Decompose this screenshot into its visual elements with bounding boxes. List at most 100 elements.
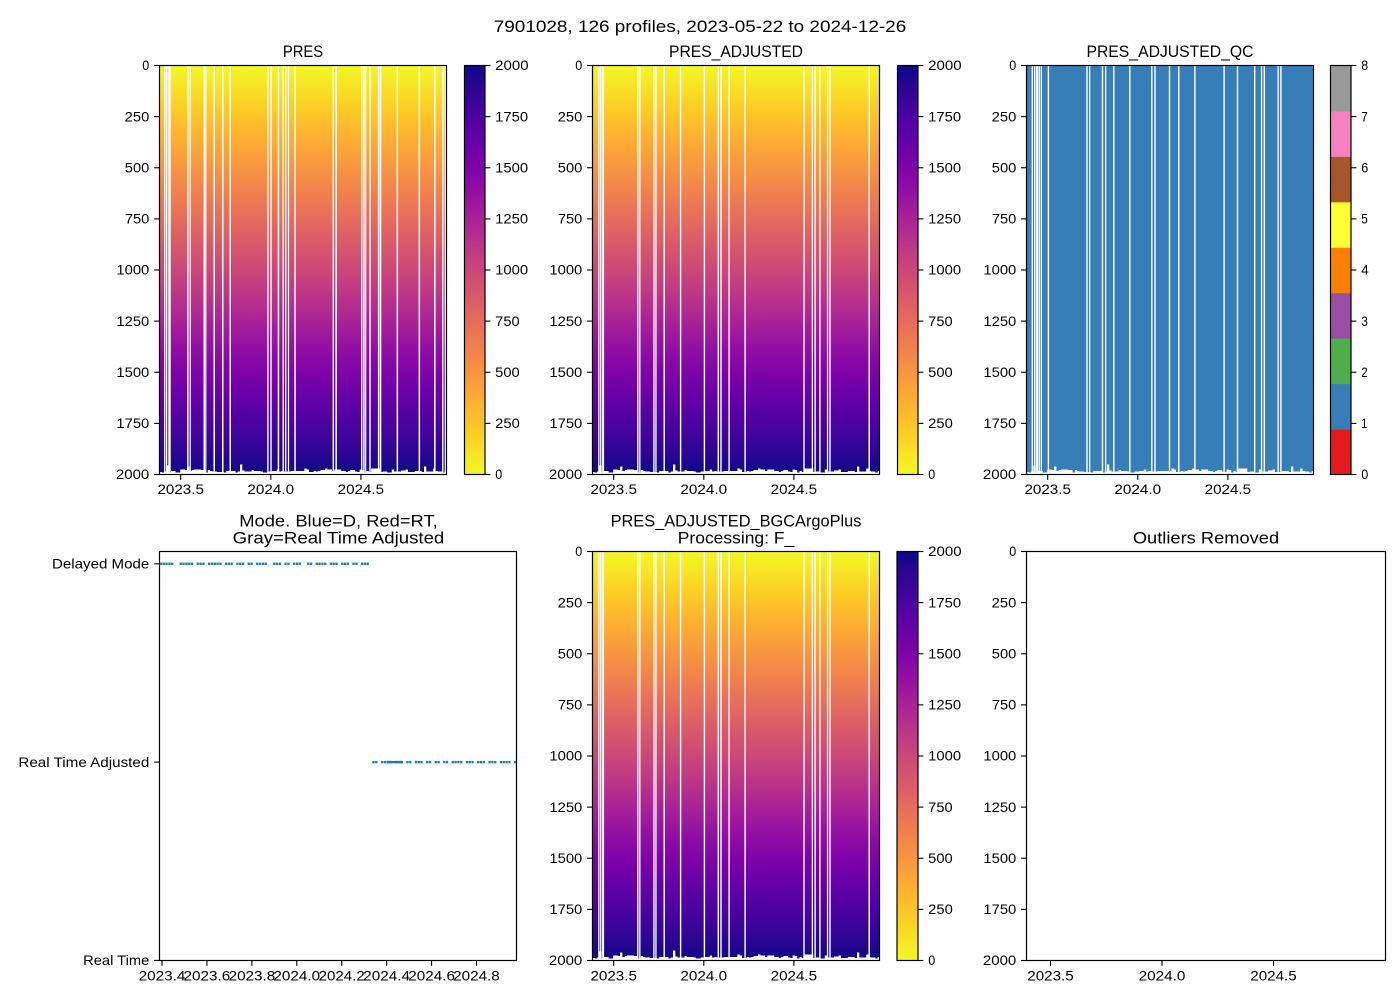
svg-text:250: 250 — [928, 415, 953, 431]
svg-text:2: 2 — [1361, 364, 1368, 380]
svg-text:2024.0: 2024.0 — [1114, 481, 1161, 497]
svg-text:2000: 2000 — [928, 57, 962, 73]
svg-text:500: 500 — [928, 364, 953, 380]
svg-text:750: 750 — [495, 313, 520, 329]
svg-text:500: 500 — [558, 646, 583, 662]
svg-text:Outliers Removed: Outliers Removed — [1133, 528, 1279, 547]
svg-text:PRES_ADJUSTED: PRES_ADJUSTED — [669, 42, 803, 61]
svg-text:750: 750 — [125, 211, 150, 227]
svg-text:2024.6: 2024.6 — [408, 968, 455, 984]
svg-text:2000: 2000 — [495, 57, 529, 73]
svg-text:Delayed Mode: Delayed Mode — [52, 556, 150, 572]
svg-text:750: 750 — [992, 211, 1017, 227]
svg-text:1750: 1750 — [983, 901, 1016, 917]
svg-text:2023.6: 2023.6 — [184, 968, 231, 984]
svg-text:PRES: PRES — [283, 42, 323, 61]
svg-text:2024.4: 2024.4 — [363, 968, 410, 984]
svg-text:0: 0 — [495, 466, 502, 482]
svg-text:250: 250 — [928, 901, 953, 917]
svg-text:500: 500 — [992, 646, 1017, 662]
svg-text:1250: 1250 — [928, 211, 961, 227]
svg-text:1500: 1500 — [983, 364, 1016, 380]
svg-text:1250: 1250 — [983, 799, 1016, 815]
svg-text:1500: 1500 — [116, 364, 149, 380]
svg-text:2000: 2000 — [928, 543, 962, 559]
svg-text:2000: 2000 — [983, 466, 1017, 482]
svg-text:PRES_ADJUSTED_BGCArgoPlus: PRES_ADJUSTED_BGCArgoPlus — [611, 512, 862, 531]
svg-text:500: 500 — [992, 159, 1017, 175]
svg-text:2024.2: 2024.2 — [319, 968, 365, 984]
svg-text:250: 250 — [992, 594, 1017, 610]
svg-text:1000: 1000 — [116, 262, 149, 278]
svg-text:4: 4 — [1361, 262, 1369, 278]
svg-text:Gray=Real Time Adjusted: Gray=Real Time Adjusted — [233, 528, 445, 547]
svg-text:2023.5: 2023.5 — [591, 481, 638, 497]
svg-text:0: 0 — [928, 466, 935, 482]
svg-text:Mode. Blue=D, Red=RT,: Mode. Blue=D, Red=RT, — [239, 512, 438, 531]
svg-text:2000: 2000 — [549, 952, 583, 968]
svg-text:2023.5: 2023.5 — [1027, 968, 1074, 984]
svg-text:1000: 1000 — [549, 262, 582, 278]
svg-text:1500: 1500 — [928, 159, 961, 175]
svg-text:2024.5: 2024.5 — [1250, 968, 1297, 984]
svg-text:1750: 1750 — [928, 108, 961, 124]
svg-text:2024.5: 2024.5 — [338, 481, 385, 497]
svg-text:500: 500 — [495, 364, 520, 380]
svg-text:1250: 1250 — [116, 313, 149, 329]
svg-text:Real Time: Real Time — [83, 952, 149, 968]
svg-text:2024.5: 2024.5 — [771, 968, 818, 984]
svg-text:1250: 1250 — [928, 697, 961, 713]
svg-text:2023.5: 2023.5 — [591, 968, 638, 984]
svg-text:2024.8: 2024.8 — [453, 968, 500, 984]
svg-text:1000: 1000 — [549, 748, 582, 764]
svg-text:0: 0 — [1009, 57, 1016, 73]
svg-text:250: 250 — [558, 594, 583, 610]
svg-text:2000: 2000 — [116, 466, 150, 482]
svg-text:2024.0: 2024.0 — [273, 968, 320, 984]
svg-text:750: 750 — [558, 211, 583, 227]
svg-text:1750: 1750 — [983, 415, 1016, 431]
svg-text:0: 0 — [928, 952, 935, 968]
svg-text:0: 0 — [575, 543, 582, 559]
svg-text:250: 250 — [495, 415, 520, 431]
svg-text:2024.5: 2024.5 — [771, 481, 818, 497]
svg-text:2000: 2000 — [983, 952, 1017, 968]
svg-text:1750: 1750 — [928, 594, 961, 610]
svg-text:1000: 1000 — [983, 262, 1016, 278]
svg-text:6: 6 — [1361, 159, 1368, 175]
svg-text:0: 0 — [1009, 543, 1016, 559]
svg-text:1: 1 — [1361, 415, 1367, 431]
svg-text:1750: 1750 — [549, 415, 582, 431]
svg-text:2023.5: 2023.5 — [1025, 481, 1072, 497]
svg-text:7: 7 — [1361, 108, 1368, 124]
svg-text:2023.8: 2023.8 — [229, 968, 276, 984]
svg-text:3: 3 — [1361, 313, 1368, 329]
svg-text:1000: 1000 — [928, 748, 961, 764]
svg-text:250: 250 — [992, 108, 1017, 124]
svg-text:1250: 1250 — [549, 799, 582, 815]
svg-text:250: 250 — [125, 108, 150, 124]
svg-text:2024.0: 2024.0 — [247, 481, 294, 497]
svg-text:1250: 1250 — [983, 313, 1016, 329]
svg-text:2023.4: 2023.4 — [139, 968, 186, 984]
svg-text:0: 0 — [1361, 466, 1368, 482]
svg-text:1500: 1500 — [495, 159, 528, 175]
svg-text:1250: 1250 — [549, 313, 582, 329]
svg-text:750: 750 — [928, 313, 953, 329]
svg-text:2023.5: 2023.5 — [158, 481, 205, 497]
svg-text:0: 0 — [575, 57, 582, 73]
svg-text:500: 500 — [125, 159, 150, 175]
svg-text:5: 5 — [1361, 211, 1368, 227]
svg-text:1500: 1500 — [549, 850, 582, 866]
svg-text:1500: 1500 — [928, 646, 961, 662]
svg-text:500: 500 — [928, 850, 953, 866]
svg-text:1750: 1750 — [549, 901, 582, 917]
svg-text:1000: 1000 — [495, 262, 528, 278]
svg-text:Real Time Adjusted: Real Time Adjusted — [18, 754, 149, 770]
svg-text:2024.5: 2024.5 — [1205, 481, 1252, 497]
svg-text:0: 0 — [142, 57, 149, 73]
svg-text:750: 750 — [992, 697, 1017, 713]
svg-text:Processing: F_: Processing: F_ — [678, 528, 795, 547]
svg-text:2024.0: 2024.0 — [680, 968, 727, 984]
svg-text:750: 750 — [928, 799, 953, 815]
